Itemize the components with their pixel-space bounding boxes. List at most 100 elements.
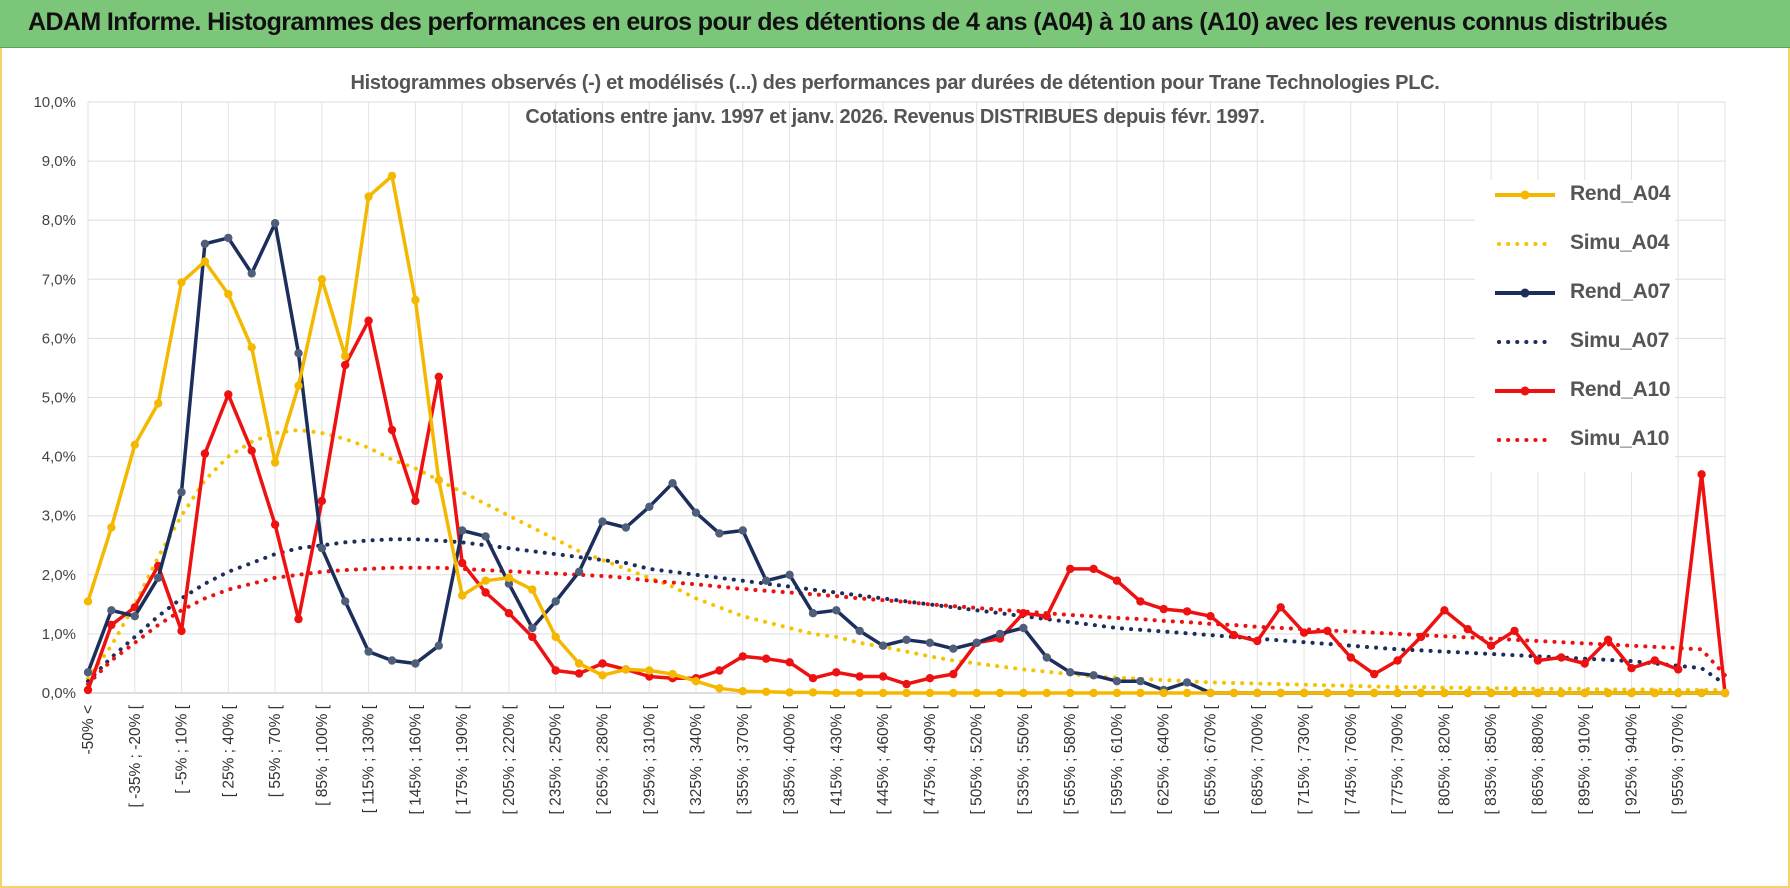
data-point: [645, 666, 654, 675]
data-point: [808, 688, 818, 697]
data-point: [1112, 677, 1122, 686]
data-point: [715, 666, 724, 675]
data-point: [1089, 671, 1098, 680]
data-point: [598, 659, 607, 668]
data-point: [200, 239, 210, 248]
x-tick-label: [ 235% ; 250% [: [548, 704, 565, 814]
data-point: [598, 671, 607, 680]
data-point: [1089, 688, 1098, 698]
x-axis-ticks: -50% < [ -35% ; -20% [[ -5% ; 10% [[ 25% …: [80, 704, 1687, 814]
series-line: [86, 565, 1727, 687]
data-point: [341, 351, 350, 361]
data-point: [154, 399, 163, 408]
data-point: [762, 654, 771, 663]
legend-item-simu_a10: Simu_A10: [1495, 425, 1685, 455]
data-point: [738, 687, 747, 696]
y-tick-label: 1,0%: [42, 626, 76, 643]
data-point: [1299, 628, 1309, 637]
data-point: [878, 688, 888, 698]
data-point: [691, 508, 701, 517]
data-point: [1089, 564, 1098, 574]
data-point: [1206, 688, 1215, 698]
chart-title-line2: Cotations entre janv. 1997 et janv. 2026…: [525, 106, 1265, 128]
data-point: [387, 425, 397, 435]
x-tick-label: [ 475% ; 490% [: [922, 704, 939, 814]
y-tick-label: 6,0%: [42, 330, 76, 347]
data-point: [715, 684, 724, 693]
data-point: [1112, 576, 1122, 585]
data-point: [317, 275, 327, 284]
legend-label: Rend_A10: [1570, 378, 1671, 401]
data-point: [1370, 669, 1379, 679]
data-point: [691, 677, 701, 686]
legend-label: Simu_A10: [1570, 427, 1670, 450]
series-rend_a04: [83, 171, 1730, 698]
x-tick-label: -50% <: [80, 705, 97, 755]
data-point: [1299, 688, 1309, 698]
series-simu_a04: [86, 427, 1727, 692]
data-point: [1042, 688, 1052, 698]
data-point: [247, 343, 256, 352]
data-point: [1276, 688, 1285, 698]
data-point: [1370, 688, 1379, 698]
data-point: [1206, 612, 1215, 621]
data-point: [107, 620, 116, 630]
data-point: [224, 233, 233, 243]
data-point: [1159, 604, 1168, 614]
title-banner: ADAM Informe. Histogrammes des performan…: [0, 0, 1790, 48]
legend-swatch: [1495, 386, 1555, 396]
data-point: [387, 171, 397, 181]
x-tick-label: [ 145% ; 160% [: [407, 704, 424, 814]
data-point: [1346, 653, 1356, 662]
data-point: [411, 496, 420, 506]
data-point: [785, 570, 794, 579]
legend-item-simu_a07: Simu_A07: [1495, 327, 1685, 357]
legend-label: Simu_A04: [1570, 231, 1670, 254]
data-point: [317, 496, 327, 506]
data-point: [715, 529, 724, 538]
data-point: [1042, 653, 1052, 662]
data-point: [107, 606, 116, 615]
data-point: [1650, 656, 1660, 665]
data-point: [458, 591, 467, 600]
banner-title: ADAM Informe. Histogrammes des performan…: [28, 8, 1668, 36]
data-point: [364, 316, 373, 325]
data-point: [1393, 656, 1402, 665]
data-point: [294, 614, 303, 624]
x-tick-label: [ 835% ; 850% [: [1483, 704, 1500, 814]
data-point: [528, 585, 537, 594]
data-point: [925, 688, 935, 698]
data-point: [294, 381, 303, 390]
data-point: [1066, 688, 1075, 698]
data-point: [785, 658, 794, 667]
data-point: [177, 278, 186, 287]
legend-swatch: [1497, 340, 1555, 344]
data-point: [878, 641, 888, 650]
x-tick-label: [ 745% ; 760% [: [1343, 704, 1360, 814]
data-point: [270, 520, 280, 529]
legend-swatch: [1497, 242, 1555, 246]
data-point: [855, 688, 864, 698]
data-point: [434, 372, 443, 381]
x-tick-label: [ 385% ; 400% [: [782, 704, 799, 814]
x-tick-label: [ 295% ; 310% [: [641, 704, 658, 814]
data-point: [481, 588, 490, 597]
data-point: [995, 629, 1005, 639]
data-point: [528, 623, 537, 633]
data-point: [434, 641, 443, 650]
data-point: [1440, 688, 1449, 698]
data-point: [387, 656, 397, 665]
legend-item-rend_a10: Rend_A10: [1495, 376, 1685, 406]
data-point: [949, 644, 958, 653]
legend-label: Rend_A04: [1570, 182, 1671, 205]
x-tick-label: [ 205% ; 220% [: [501, 704, 518, 814]
data-point: [341, 597, 350, 606]
data-point: [411, 295, 420, 305]
data-point: [364, 647, 373, 656]
data-point: [528, 632, 537, 642]
data-point: [832, 606, 841, 615]
data-point: [949, 688, 958, 698]
x-tick-label: [ -35% ; -20% [: [127, 704, 144, 807]
y-tick-label: 10,0%: [33, 94, 76, 111]
data-point: [1533, 688, 1543, 698]
